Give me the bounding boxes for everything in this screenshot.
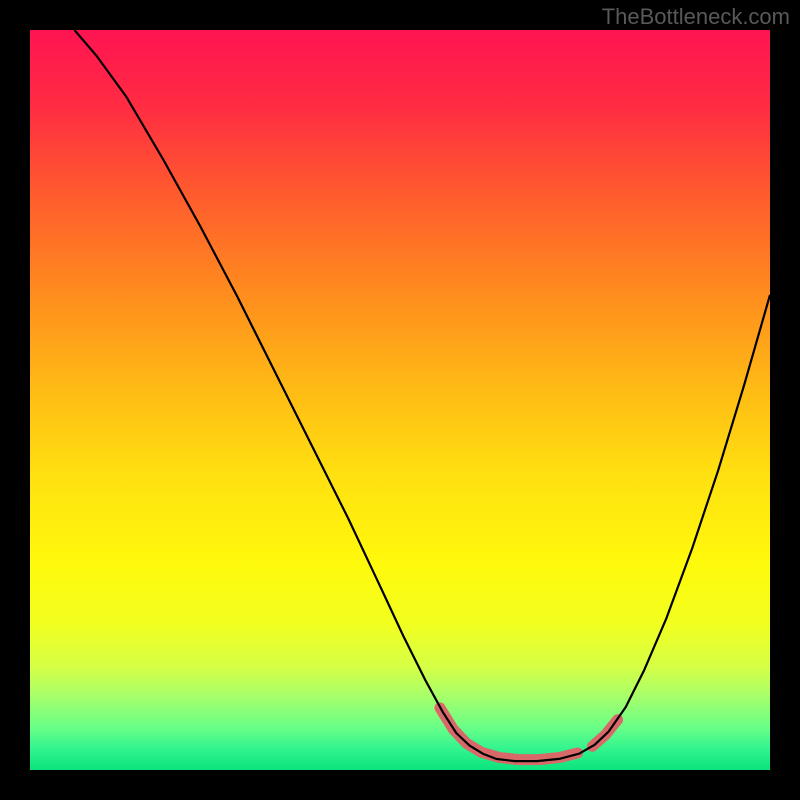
plot-area: [30, 30, 770, 770]
bottleneck-curve: [74, 30, 770, 761]
chart-canvas: TheBottleneck.com: [0, 0, 800, 800]
highlight-group: [440, 708, 618, 760]
curve-layer: [30, 30, 770, 770]
highlight-segment: [440, 708, 578, 760]
watermark-text: TheBottleneck.com: [602, 4, 790, 30]
